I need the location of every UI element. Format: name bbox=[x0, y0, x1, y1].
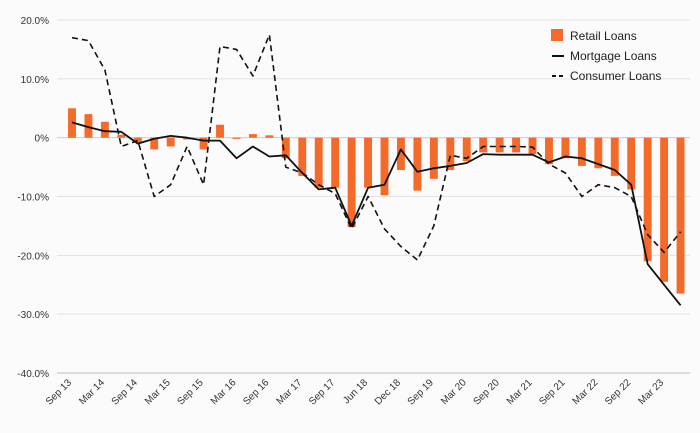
bar-retail bbox=[265, 135, 274, 138]
bar-retail bbox=[660, 137, 669, 282]
bar-retail bbox=[594, 137, 603, 169]
bar-retail bbox=[413, 137, 422, 191]
bar-retail bbox=[627, 137, 636, 190]
line-consumer bbox=[71, 33, 682, 261]
bar-retail bbox=[314, 137, 323, 188]
x-tick-label: Dec 18 bbox=[373, 377, 403, 407]
y-tick-label: 10.0% bbox=[21, 75, 49, 86]
bar-retail bbox=[232, 137, 241, 139]
y-tick-label: -10.0% bbox=[17, 193, 49, 204]
x-tick-label: Sep 15 bbox=[176, 377, 206, 407]
x-tick-label: Mar 21 bbox=[505, 377, 535, 407]
bar-retail bbox=[347, 137, 356, 228]
bar-retail bbox=[298, 137, 307, 176]
bar-retail bbox=[216, 124, 224, 138]
bar-retail bbox=[84, 114, 93, 138]
bar-retail bbox=[429, 137, 438, 179]
legend: Retail Loans Mortgage Loans Consumer Loa… bbox=[551, 29, 661, 83]
bar-retail bbox=[676, 137, 685, 294]
bar-retail bbox=[166, 137, 175, 147]
legend-label-mortgage: Mortgage Loans bbox=[570, 49, 657, 63]
bar-retail bbox=[545, 137, 553, 165]
x-tick-label: Sep 21 bbox=[537, 377, 567, 407]
x-tick-label: Sep 20 bbox=[472, 377, 502, 407]
x-tick-label: Mar 16 bbox=[209, 377, 239, 407]
bar-retail bbox=[512, 137, 521, 153]
bar-retail bbox=[364, 137, 372, 188]
legend-label-consumer: Consumer Loans bbox=[570, 69, 661, 83]
line-mortgage bbox=[71, 121, 682, 306]
x-tick-label: Mar 23 bbox=[636, 377, 666, 407]
x-tick-label: Mar 17 bbox=[275, 377, 305, 407]
y-axis: 20.0% 10.0% 0% -10.0% -20.0% -30.0% -40.0% bbox=[17, 16, 49, 380]
bar-retail bbox=[397, 137, 405, 171]
x-tick-label: Sep 16 bbox=[241, 377, 271, 407]
y-tick-label: 20.0% bbox=[21, 16, 49, 27]
bar-retail bbox=[446, 137, 455, 171]
x-tick-label: Sep 17 bbox=[307, 377, 337, 407]
x-tick-label: Sep 13 bbox=[44, 377, 74, 407]
x-tick-label: Sep 22 bbox=[603, 377, 633, 407]
x-tick-label: Mar 15 bbox=[143, 377, 173, 407]
bar-retail bbox=[643, 137, 652, 262]
bar-retail bbox=[117, 134, 126, 138]
x-tick-label: Sep 14 bbox=[110, 377, 140, 407]
bar-retail bbox=[133, 137, 142, 143]
legend-swatch-retail bbox=[551, 29, 563, 41]
bar-retail bbox=[199, 137, 208, 150]
bar-retail bbox=[577, 137, 586, 166]
lines bbox=[71, 33, 682, 306]
bar-retail bbox=[561, 137, 570, 159]
bar-retail bbox=[462, 137, 471, 162]
bar-retail bbox=[380, 137, 389, 196]
x-tick-label: Jun 18 bbox=[341, 377, 370, 406]
y-tick-label: -40.0% bbox=[17, 369, 49, 380]
x-tick-label: Sep 19 bbox=[406, 377, 436, 407]
x-axis: Sep 13 Mar 14 Sep 14 Mar 15 Sep 15 Mar 16 Sep … bbox=[44, 377, 667, 408]
retail-bars bbox=[68, 108, 685, 294]
bar-retail bbox=[248, 134, 257, 138]
bar-retail bbox=[479, 137, 488, 153]
bar-retail bbox=[150, 137, 159, 150]
x-tick-label: Mar 22 bbox=[571, 377, 601, 407]
x-tick-label: Mar 14 bbox=[77, 377, 107, 407]
bar-retail bbox=[495, 137, 504, 153]
bar-retail bbox=[331, 137, 340, 188]
bar-retail bbox=[100, 121, 109, 138]
bar-retail bbox=[610, 137, 619, 176]
y-tick-label: -20.0% bbox=[17, 251, 49, 262]
x-tick-label: Mar 20 bbox=[439, 377, 469, 407]
y-tick-label: 0% bbox=[35, 134, 50, 145]
bar-retail bbox=[281, 137, 290, 159]
bar-retail bbox=[528, 137, 537, 155]
legend-label-retail: Retail Loans bbox=[570, 29, 637, 43]
y-tick-label: -30.0% bbox=[17, 310, 49, 321]
